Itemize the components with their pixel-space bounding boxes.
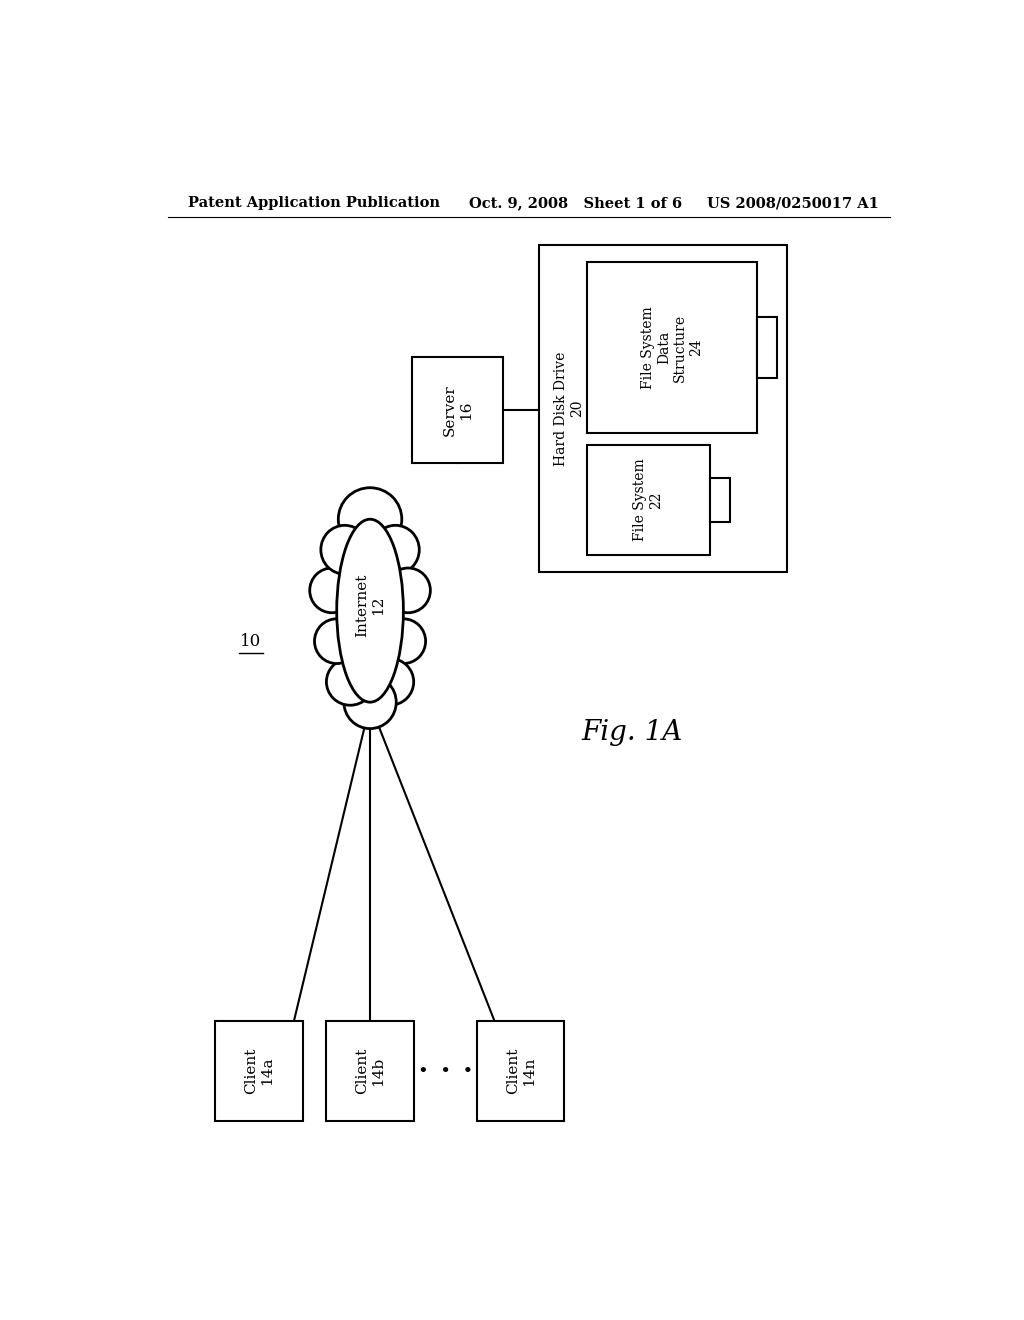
Ellipse shape [367, 659, 414, 705]
Bar [758, 317, 777, 378]
Text: Oct. 9, 2008   Sheet 1 of 6: Oct. 9, 2008 Sheet 1 of 6 [469, 197, 682, 210]
Text: Internet
12: Internet 12 [355, 574, 385, 638]
Bar [327, 1022, 414, 1121]
Text: File System
Data
Structure
24: File System Data Structure 24 [641, 306, 703, 389]
Bar [539, 244, 786, 572]
Ellipse shape [344, 676, 396, 729]
Text: Patent Application Publication: Patent Application Publication [187, 197, 439, 210]
Text: 10: 10 [241, 632, 262, 649]
Ellipse shape [309, 568, 354, 612]
Text: Client
14n: Client 14n [506, 1048, 536, 1094]
Ellipse shape [386, 568, 430, 612]
Bar [215, 1022, 303, 1121]
Bar [412, 356, 504, 463]
Ellipse shape [372, 525, 419, 574]
Text: Fig. 1A: Fig. 1A [582, 719, 683, 746]
Bar [587, 445, 710, 554]
Text: US 2008/0250017 A1: US 2008/0250017 A1 [708, 197, 880, 210]
Text: File System
22: File System 22 [633, 458, 664, 541]
Ellipse shape [321, 525, 369, 574]
Text: Client
14a: Client 14a [244, 1048, 274, 1094]
Ellipse shape [337, 519, 403, 702]
Bar [477, 1022, 564, 1121]
Ellipse shape [314, 619, 359, 664]
Text: Client
14b: Client 14b [355, 1048, 385, 1094]
Ellipse shape [327, 659, 374, 705]
Bar [710, 478, 729, 523]
Text: •  •  •: • • • [418, 1063, 473, 1080]
Ellipse shape [338, 487, 401, 550]
Text: Server
16: Server 16 [442, 384, 473, 436]
Ellipse shape [381, 619, 426, 664]
Bar [587, 263, 758, 433]
Text: Hard Disk Drive
20: Hard Disk Drive 20 [554, 351, 585, 466]
